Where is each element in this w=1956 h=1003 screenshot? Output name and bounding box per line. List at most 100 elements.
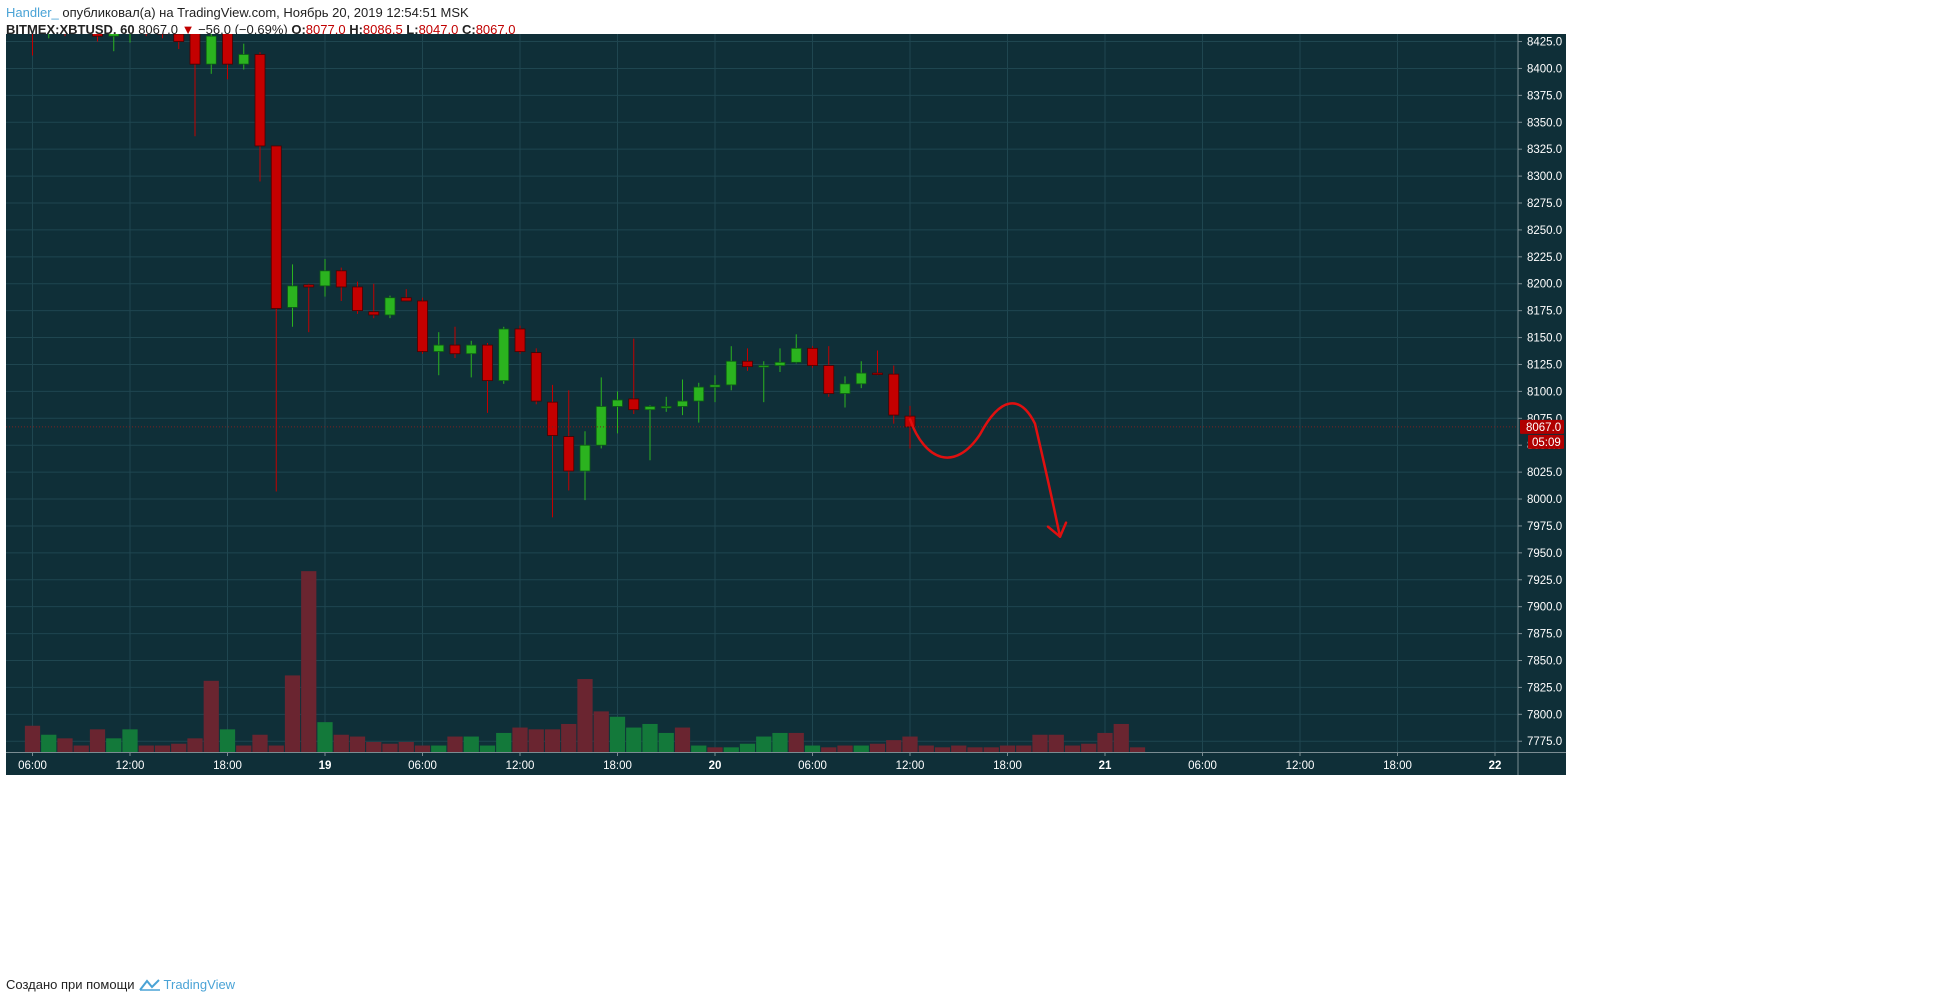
candle xyxy=(238,43,250,70)
candle-body xyxy=(205,35,217,65)
candle xyxy=(270,145,282,492)
candle-body xyxy=(368,311,380,316)
candle-body xyxy=(173,34,185,42)
published-text: опубликовал(а) на TradingView.com, Ноябр… xyxy=(62,5,469,20)
candle-body xyxy=(612,399,623,407)
last-price-badge xyxy=(1520,419,1564,434)
candle-body xyxy=(417,300,428,352)
time-axis-label: 06:00 xyxy=(408,760,437,772)
close-label: C: xyxy=(461,22,476,37)
candle-body xyxy=(514,328,526,352)
time-axis-label: 06:00 xyxy=(18,760,47,772)
tradingview-link[interactable]: TradingView xyxy=(138,977,235,992)
candle-body xyxy=(888,373,900,416)
time-axis-label: 20 xyxy=(709,760,722,772)
volume-bar xyxy=(284,675,301,752)
candle xyxy=(173,34,185,50)
candle-body xyxy=(742,360,753,368)
volume-bar xyxy=(89,729,106,752)
candle xyxy=(774,348,786,373)
candle xyxy=(888,365,900,424)
price-axis-label: 7900.0 xyxy=(1527,602,1562,614)
candle xyxy=(563,390,575,491)
candle-body xyxy=(335,270,347,288)
price-axis-label: 8300.0 xyxy=(1527,171,1562,183)
candle xyxy=(547,384,558,518)
candle xyxy=(76,20,86,34)
volume-bar xyxy=(1097,732,1113,752)
volume-bar xyxy=(236,745,252,752)
candle xyxy=(205,34,217,74)
volume-bar xyxy=(317,722,333,752)
volume-bar xyxy=(756,736,772,752)
candle-body xyxy=(677,400,688,407)
volume-bar xyxy=(1048,734,1064,752)
volume-bar xyxy=(41,734,57,752)
candle-body xyxy=(628,398,640,411)
candle xyxy=(709,375,721,403)
volume-bar xyxy=(691,745,707,752)
candle-body xyxy=(807,347,818,366)
volume-bar xyxy=(723,747,739,752)
candle xyxy=(64,34,66,37)
price-axis-label: 8400.0 xyxy=(1527,63,1562,75)
volume-bar xyxy=(561,723,577,752)
volume-bar xyxy=(138,745,154,752)
time-axis-label: 18:00 xyxy=(993,760,1022,772)
last-price-text: 8067.0 xyxy=(138,22,178,37)
volume-bar xyxy=(1129,747,1146,752)
price-axis-label: 8100.0 xyxy=(1527,386,1562,398)
chart-footer: Создано при помощи TradingView xyxy=(6,977,235,992)
price-axis-label: 8250.0 xyxy=(1527,225,1562,237)
author-link[interactable]: Handler_ xyxy=(6,5,59,20)
candle xyxy=(725,346,737,391)
candle-body xyxy=(287,285,298,308)
low-value: 8047.0 xyxy=(418,22,459,37)
candle-body xyxy=(563,436,575,472)
volume-bar xyxy=(642,723,658,752)
price-axis-label: 8175.0 xyxy=(1527,306,1562,318)
candle-body xyxy=(400,297,412,302)
candle xyxy=(433,332,445,376)
candle-body xyxy=(222,34,233,65)
time-axis-label: 12:00 xyxy=(116,760,145,772)
candle-body xyxy=(758,365,770,368)
low-label: L: xyxy=(406,22,419,37)
candle-body xyxy=(660,406,672,409)
volume-bar xyxy=(528,729,544,752)
volume-bar xyxy=(414,745,431,752)
volume-bar xyxy=(593,711,609,752)
candle-body xyxy=(44,20,54,25)
volume-bar xyxy=(252,734,268,752)
volume-bar xyxy=(382,743,398,752)
down-arrow-icon: ▼ xyxy=(181,22,195,37)
candle-body xyxy=(141,28,151,30)
volume-bar xyxy=(821,747,837,752)
volume-bar xyxy=(398,741,414,752)
arrow-head-icon xyxy=(1046,521,1068,538)
candle xyxy=(790,334,802,364)
volume-bar xyxy=(837,745,853,752)
candle-body xyxy=(498,328,510,382)
candle xyxy=(384,295,396,319)
candle-body xyxy=(433,344,445,352)
volume-bar xyxy=(1064,745,1081,752)
volume-bar xyxy=(463,736,479,752)
price-axis-label: 8025.0 xyxy=(1527,467,1562,479)
candle xyxy=(222,34,233,80)
volume-bar xyxy=(967,747,983,752)
candle-body xyxy=(270,145,282,309)
candle xyxy=(129,34,131,43)
candle xyxy=(400,289,412,302)
candle-body xyxy=(108,34,120,37)
time-axis-label: 06:00 xyxy=(798,760,827,772)
volume-bar xyxy=(804,745,821,752)
candle-body xyxy=(530,352,542,402)
volume-bar xyxy=(122,729,138,752)
price-axis-label: 7800.0 xyxy=(1527,709,1562,721)
candle-body xyxy=(644,406,656,411)
projection-arrow xyxy=(908,402,1062,538)
candle xyxy=(108,34,120,52)
time-axis-label: 22 xyxy=(1489,760,1502,772)
